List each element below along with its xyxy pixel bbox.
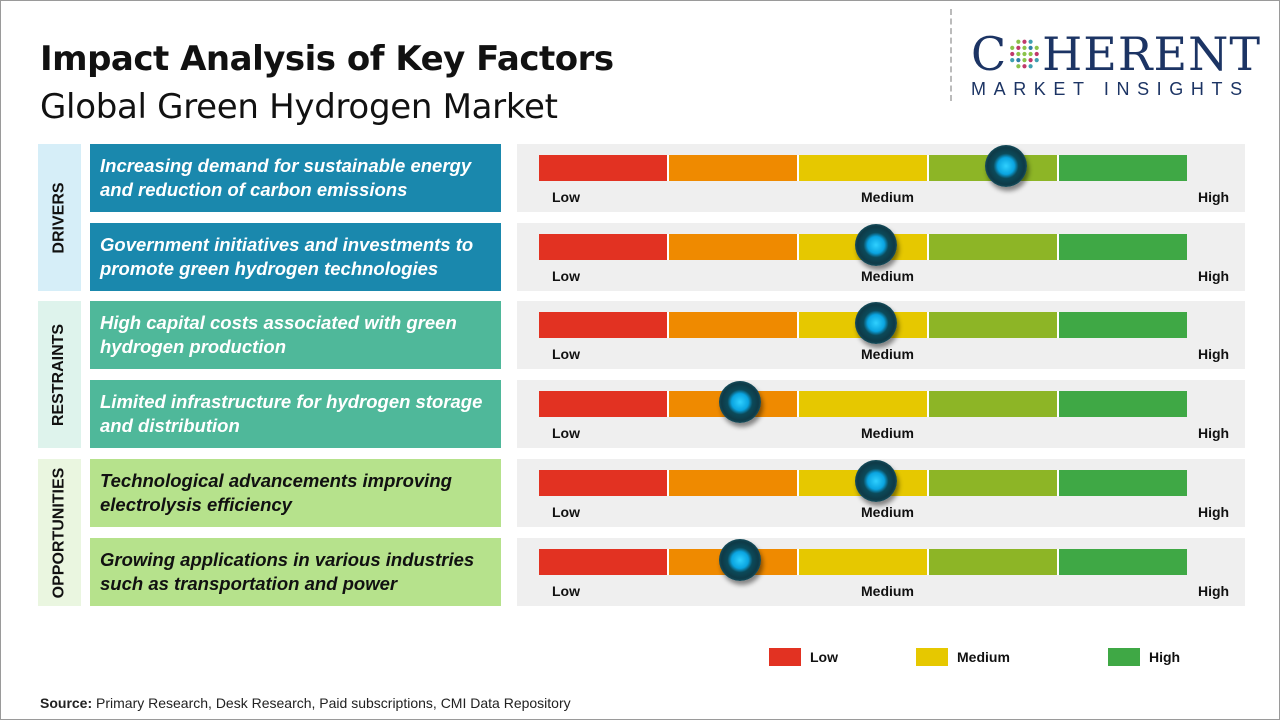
gauge-label-medium: Medium — [861, 425, 914, 441]
legend-swatch — [916, 648, 948, 666]
gauge-indicator-knob — [718, 381, 761, 423]
gauge-indicator-knob — [854, 302, 897, 344]
source-note: Source: Primary Research, Desk Research,… — [40, 695, 571, 711]
page-title: Impact Analysis of Key Factors — [40, 39, 614, 79]
page-subtitle: Global Green Hydrogen Market — [40, 87, 558, 127]
legend-medium: Medium — [916, 648, 1010, 666]
gauge-indicator-knob — [854, 460, 897, 502]
gauge-segment — [929, 234, 1059, 260]
gauge-bar — [539, 391, 1187, 417]
legend-high: High — [1108, 648, 1180, 666]
gauge-segment — [669, 470, 799, 496]
gauge-label-medium: Medium — [861, 504, 914, 520]
gauge-indicator-knob — [854, 224, 897, 266]
gauge-label-medium: Medium — [861, 583, 914, 599]
category-label: RESTRAINTS — [50, 323, 68, 426]
gauge-label-low: Low — [552, 346, 580, 362]
gauge-segment — [669, 312, 799, 338]
gauge-bar — [539, 312, 1187, 338]
gauge-segment — [1059, 155, 1187, 181]
gauge-segment — [539, 470, 669, 496]
gauge-segment — [539, 234, 669, 260]
gauge-label-low: Low — [552, 504, 580, 520]
gauge-label-medium: Medium — [861, 346, 914, 362]
gauge-bar — [539, 155, 1187, 181]
gauge-label-high: High — [1198, 268, 1230, 284]
gauge-label-low: Low — [552, 189, 580, 205]
factor-box: Growing applications in various industri… — [90, 538, 501, 606]
gauge-segment — [1059, 549, 1187, 575]
gauge-segment — [539, 391, 669, 417]
gauge-label-low: Low — [552, 583, 580, 599]
gauge-segment — [929, 549, 1059, 575]
factor-box: Limited infrastructure for hydrogen stor… — [90, 380, 501, 448]
gauge-segment — [539, 549, 669, 575]
gauge-label-high: High — [1198, 189, 1230, 205]
gauge-label-low: Low — [552, 268, 580, 284]
category-label: DRIVERS — [50, 181, 68, 254]
globe-dots-icon — [1010, 39, 1040, 69]
gauge-label-high: High — [1198, 425, 1230, 441]
category-drivers: DRIVERS — [38, 144, 81, 291]
legend-label: Low — [810, 649, 838, 665]
logo-subtext: MARKET INSIGHTS — [971, 79, 1250, 99]
category-restraints: RESTRAINTS — [38, 301, 81, 448]
gauge-segment — [1059, 234, 1187, 260]
factor-box: Technological advancements improving ele… — [90, 459, 501, 527]
legend-swatch — [769, 648, 801, 666]
gauge-segment — [1059, 391, 1187, 417]
source-label: Source: — [40, 695, 93, 711]
legend-swatch — [1108, 648, 1140, 666]
factor-box: High capital costs associated with green… — [90, 301, 501, 369]
impact-gauge: Low Medium High — [517, 223, 1245, 291]
gauge-label-medium: Medium — [861, 268, 914, 284]
impact-gauge: Low Medium High — [517, 459, 1245, 527]
factor-box: Government initiatives and investments t… — [90, 223, 501, 291]
logo: C HERENT MARKET INSIGHTS — [971, 27, 1261, 99]
gauge-label-high: High — [1198, 504, 1230, 520]
gauge-bar — [539, 549, 1187, 575]
gauge-segment — [539, 155, 669, 181]
gauge-segment — [1059, 470, 1187, 496]
gauge-segment — [929, 470, 1059, 496]
impact-gauge: Low Medium High — [517, 380, 1245, 448]
legend-label: Medium — [957, 649, 1010, 665]
gauge-segment — [539, 312, 669, 338]
gauge-indicator-knob — [718, 539, 761, 581]
factor-box: Increasing demand for sustainable energy… — [90, 144, 501, 212]
impact-gauge: Low Medium High — [517, 144, 1245, 212]
gauge-segment — [799, 549, 929, 575]
category-label: OPPORTUNITIES — [50, 467, 68, 598]
gauge-label-high: High — [1198, 583, 1230, 599]
gauge-label-medium: Medium — [861, 189, 914, 205]
gauge-segment — [669, 155, 799, 181]
legend-low: Low — [769, 648, 838, 666]
gauge-segment — [799, 155, 929, 181]
gauge-segment — [1059, 312, 1187, 338]
gauge-indicator-knob — [984, 145, 1027, 187]
divider — [950, 9, 952, 101]
gauge-label-high: High — [1198, 346, 1230, 362]
legend-label: High — [1149, 649, 1181, 665]
gauge-segment — [929, 312, 1059, 338]
category-opportunities: OPPORTUNITIES — [38, 459, 81, 606]
gauge-label-low: Low — [552, 425, 580, 441]
impact-gauge: Low Medium High — [517, 538, 1245, 606]
gauge-segment — [929, 391, 1059, 417]
gauge-segment — [669, 234, 799, 260]
impact-gauge: Low Medium High — [517, 301, 1245, 369]
source-text: Primary Research, Desk Research, Paid su… — [92, 695, 571, 711]
gauge-segment — [799, 391, 929, 417]
